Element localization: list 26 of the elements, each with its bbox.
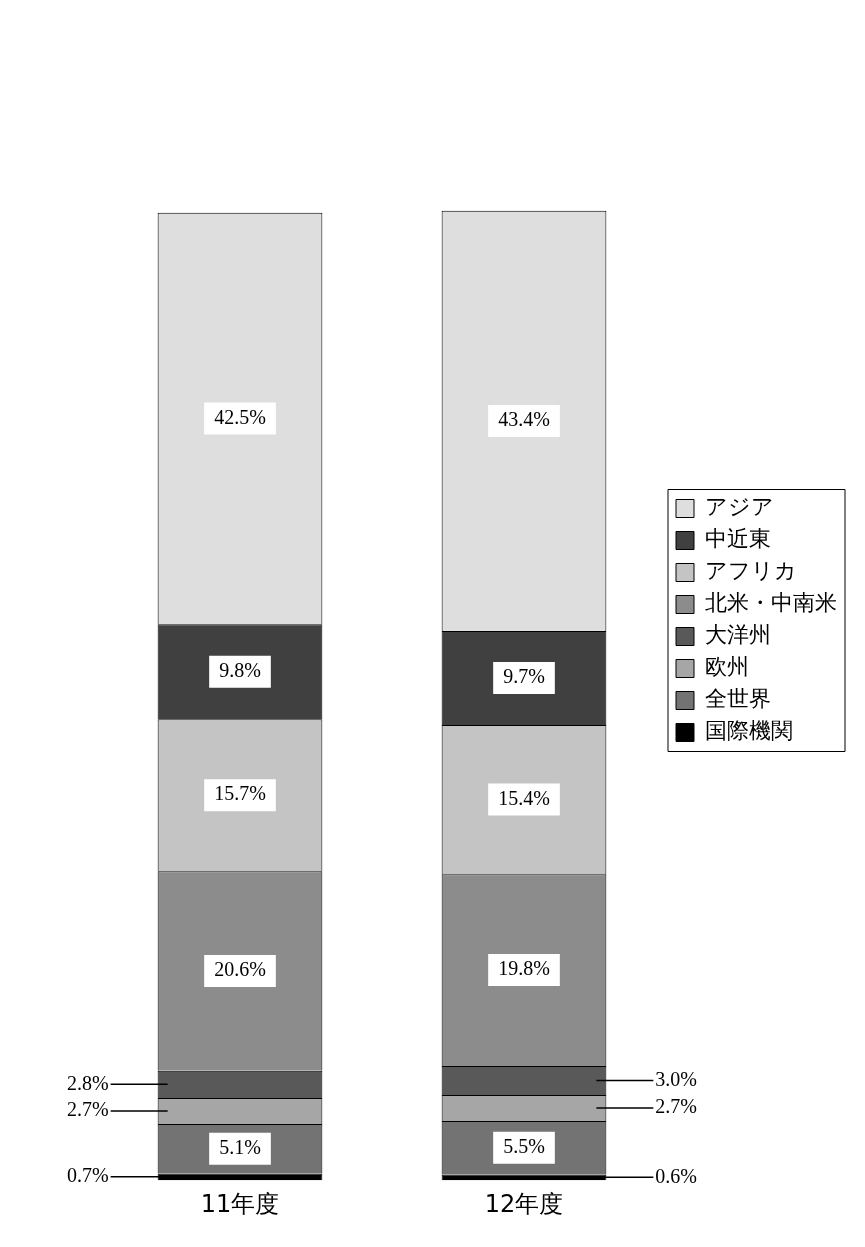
legend-label: 全世界	[705, 686, 771, 712]
data-label: 9.8%	[219, 658, 261, 681]
x-tick-label: 11年度	[200, 1189, 280, 1218]
x-tick-label: 12年度	[484, 1189, 564, 1218]
data-label: 20.6%	[214, 958, 266, 981]
data-label: 5.5%	[503, 1135, 545, 1158]
data-label: 5.1%	[219, 1135, 261, 1158]
legend-label: 欧州	[705, 654, 749, 680]
data-label: 0.6%	[655, 1164, 698, 1187]
data-label: 9.7%	[503, 665, 545, 688]
legend-label: 大洋州	[705, 622, 771, 648]
legend-label: 北米・中南米	[705, 590, 837, 616]
data-label: 2.7%	[66, 1098, 109, 1121]
data-label: 15.4%	[498, 786, 550, 809]
legend-label: 中近東	[705, 526, 771, 552]
legend-label: アジア	[705, 494, 774, 520]
legend-label: 国際機関	[705, 718, 793, 744]
data-label: 43.4%	[498, 408, 550, 431]
data-label: 19.8%	[498, 957, 550, 980]
data-label: 2.7%	[655, 1095, 698, 1118]
legend-label: アフリカ	[705, 558, 797, 584]
data-label: 42.5%	[214, 405, 266, 428]
data-label: 0.7%	[66, 1164, 109, 1187]
data-label: 3.0%	[655, 1067, 698, 1090]
data-label: 15.7%	[214, 782, 266, 805]
data-label: 2.8%	[66, 1071, 109, 1094]
